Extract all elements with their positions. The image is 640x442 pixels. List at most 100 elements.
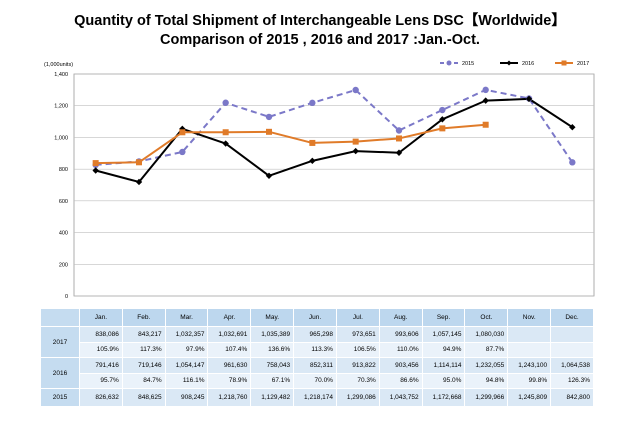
value-cell: 1,299,086 — [335, 388, 380, 407]
table-row: 2017 838,086 843,217 1,032,357 1,032,691 1,03… — [40, 326, 594, 358]
y-tick-label: 0 — [65, 294, 68, 300]
month-header: Nov. — [507, 308, 552, 327]
data-point-2017 — [439, 125, 446, 132]
legend-marker-2017 — [561, 60, 567, 66]
ratio-cell: 87.7% — [464, 341, 509, 358]
month-header: Sep. — [421, 308, 466, 327]
data-point-2015 — [482, 86, 489, 94]
table-corner-cell — [40, 308, 80, 327]
ratio-cell: 95.7% — [79, 372, 123, 389]
ratio-cell: 106.5% — [335, 341, 380, 358]
value-cell: 1,035,389 — [250, 326, 295, 343]
data-point-2017 — [396, 135, 402, 142]
ratio-cell: 84.7% — [121, 372, 166, 389]
data-point-2016 — [309, 157, 316, 165]
ratio-cell: 117.3% — [121, 341, 166, 358]
value-cell — [550, 326, 594, 343]
value-cell: 1,064,538 — [550, 357, 594, 374]
table-row: 2015 826,632 848,625 908,245 1,218,760 1,129,… — [40, 388, 594, 407]
data-point-2017 — [92, 160, 99, 167]
data-point-2016 — [92, 167, 99, 174]
ratio-cell: 95.0% — [421, 372, 466, 389]
ratio-cell: 94.9% — [421, 341, 466, 358]
ratio-cell: 110.0% — [378, 341, 423, 358]
series-line-2016 — [95, 97, 573, 183]
month-header: Apr. — [207, 308, 252, 327]
value-cell: 719,146 — [121, 357, 166, 374]
month-header: Jan. — [79, 308, 123, 327]
data-table: Jan. Feb. Mar. Apr. May. Jun. Jul. Aug. Sep. Oct.… — [40, 308, 594, 407]
month-header: Oct. — [464, 308, 509, 327]
month-header: Mar. — [164, 308, 209, 327]
chart-title-line1: Quantity of Total Shipment of Interchang… — [74, 13, 566, 29]
month-header: Aug. — [378, 308, 423, 327]
month-header: Jul. — [335, 308, 380, 327]
y-tick-label: 800 — [59, 167, 68, 173]
ratio-cell: 97.9% — [164, 341, 209, 358]
data-point-2016 — [569, 123, 576, 131]
value-cell: 852,311 — [293, 357, 337, 374]
ratio-cell — [507, 341, 552, 358]
month-header: Feb. — [121, 308, 166, 327]
legend-marker-2015 — [446, 60, 452, 66]
year-cell: 2015 — [40, 388, 80, 407]
value-cell: 908,245 — [164, 388, 209, 407]
table-row: 2016 791,416 719,146 1,054,147 961,630 758,04… — [40, 357, 594, 389]
ratio-cell: 99.8% — [507, 372, 552, 389]
data-point-2017 — [136, 159, 142, 166]
series-line-2015 — [95, 88, 574, 166]
data-point-2015 — [352, 86, 359, 94]
legend-label-2017: 2017 — [577, 61, 589, 67]
legend-marker-2016 — [506, 60, 512, 66]
year-cell: 2017 — [40, 326, 80, 358]
value-cell: 848,625 — [121, 388, 166, 407]
value-cell: 1,080,030 — [464, 326, 509, 343]
data-point-2017 — [352, 138, 359, 145]
value-cell: 1,057,145 — [421, 326, 466, 343]
legend-label-2016: 2016 — [522, 61, 534, 67]
data-point-2015 — [222, 99, 229, 106]
ratio-cell: 105.9% — [79, 341, 123, 358]
value-cell: 961,630 — [207, 357, 252, 374]
value-cell: 965,298 — [293, 326, 337, 343]
data-point-2016 — [352, 147, 359, 155]
data-point-2015 — [179, 148, 186, 156]
plot-area — [73, 73, 595, 297]
data-point-2015 — [309, 99, 316, 107]
value-cell: 1,218,760 — [207, 388, 252, 407]
y-tick-label: 400 — [59, 231, 68, 237]
ratio-cell: 78.9% — [207, 372, 252, 389]
series-line-2017 — [95, 123, 486, 165]
y-tick-label: 1,000 — [54, 135, 68, 141]
data-point-2016 — [482, 97, 489, 104]
data-point-2017 — [222, 129, 229, 136]
value-cell: 1,218,174 — [293, 388, 337, 407]
value-cell: 1,114,114 — [421, 357, 466, 374]
chart-title-line2: Comparison of 2015 , 2016 and 2017 :Jan.… — [160, 32, 480, 48]
table-row-ratio: 105.9% 117.3% 97.9% 107.4% 136.6% 113.3% 106.5… — [41, 341, 594, 358]
ratio-cell: 116.1% — [164, 372, 209, 389]
data-point-2015 — [569, 159, 576, 166]
value-cell: 842,800 — [550, 388, 594, 407]
ratio-cell: 70.3% — [335, 372, 380, 389]
data-point-2016 — [222, 140, 229, 147]
value-cell: 1,245,809 — [507, 388, 552, 407]
value-cell: 791,416 — [79, 357, 123, 374]
year-cell: 2016 — [40, 357, 80, 389]
value-cell: 826,632 — [79, 388, 123, 407]
ratio-cell: 94.8% — [464, 372, 509, 389]
data-point-2015 — [439, 106, 446, 114]
month-header: Jun. — [293, 308, 337, 327]
data-point-2016 — [135, 178, 143, 186]
value-cell: 1,172,668 — [421, 388, 466, 407]
ratio-cell: 67.1% — [250, 372, 295, 389]
ratio-cell: 113.3% — [293, 341, 337, 358]
value-cell: 913,822 — [335, 357, 380, 374]
data-point-2016 — [395, 149, 403, 156]
legend-label-2015: 2015 — [462, 61, 474, 67]
y-tick-label: 600 — [59, 199, 68, 205]
month-header: May. — [250, 308, 295, 327]
value-cell — [507, 326, 552, 343]
ratio-cell: 70.0% — [293, 372, 337, 389]
